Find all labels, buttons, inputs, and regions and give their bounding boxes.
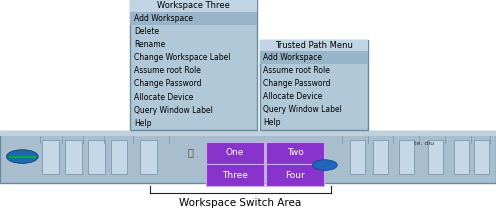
- Bar: [260, 40, 368, 130]
- Bar: [350, 140, 365, 174]
- Bar: [428, 140, 443, 174]
- Bar: [266, 164, 324, 186]
- Text: ⚿: ⚿: [187, 147, 193, 157]
- Bar: [65, 140, 82, 174]
- Bar: [373, 140, 388, 174]
- Bar: [130, 0, 257, 12]
- Text: Change Password: Change Password: [263, 79, 331, 88]
- Bar: [88, 140, 105, 174]
- Text: Allocate Device: Allocate Device: [263, 92, 323, 101]
- Bar: [42, 140, 59, 174]
- Bar: [399, 140, 414, 174]
- Text: Help: Help: [263, 118, 281, 127]
- Text: Four: Four: [285, 171, 305, 180]
- Text: Help: Help: [134, 119, 151, 128]
- Circle shape: [312, 160, 337, 170]
- Bar: [454, 140, 469, 174]
- Text: Assume root Role: Assume root Role: [263, 66, 330, 75]
- Text: Delete: Delete: [134, 27, 159, 36]
- Bar: [0, 131, 496, 136]
- Text: Three: Three: [222, 171, 248, 180]
- Text: Add Workspace: Add Workspace: [134, 14, 193, 23]
- Bar: [260, 51, 368, 64]
- Text: Assume root Role: Assume root Role: [134, 66, 201, 75]
- Text: Query Window Label: Query Window Label: [263, 105, 342, 114]
- Bar: [130, 0, 257, 130]
- Text: te. diu: te. diu: [414, 141, 434, 146]
- Text: Trusted Path Menu: Trusted Path Menu: [275, 41, 353, 50]
- Text: Query Window Label: Query Window Label: [134, 106, 213, 115]
- Text: Change Password: Change Password: [134, 79, 201, 88]
- Text: Allocate Device: Allocate Device: [134, 92, 193, 102]
- Bar: [266, 142, 324, 164]
- Text: Rename: Rename: [134, 40, 165, 49]
- Text: Two: Two: [287, 148, 304, 157]
- Text: Change Workspace Label: Change Workspace Label: [134, 53, 231, 62]
- Bar: [474, 140, 489, 174]
- Bar: [260, 40, 368, 51]
- Bar: [206, 142, 264, 164]
- Text: Add Workspace: Add Workspace: [263, 53, 322, 62]
- Text: Workspace Three: Workspace Three: [157, 1, 230, 10]
- Circle shape: [6, 150, 38, 163]
- Bar: [206, 164, 264, 186]
- Text: One: One: [226, 148, 245, 157]
- Bar: [130, 12, 257, 25]
- Text: Workspace Switch Area: Workspace Switch Area: [180, 199, 302, 208]
- Bar: [111, 140, 127, 174]
- Bar: [0, 131, 496, 183]
- Bar: [140, 140, 157, 174]
